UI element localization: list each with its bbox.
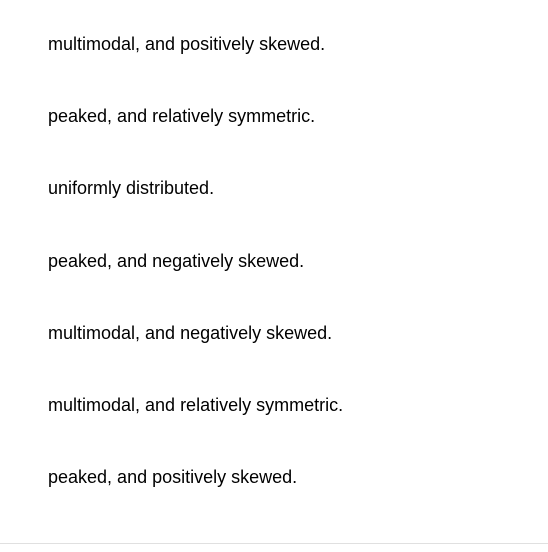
option-item[interactable]: peaked, and positively skewed. — [48, 465, 500, 490]
option-item[interactable]: peaked, and relatively symmetric. — [48, 104, 500, 129]
option-item[interactable]: uniformly distributed. — [48, 176, 500, 201]
option-item[interactable]: multimodal, and negatively skewed. — [48, 321, 500, 346]
divider-line — [0, 543, 548, 544]
option-item[interactable]: multimodal, and relatively symmetric. — [48, 393, 500, 418]
option-item[interactable]: peaked, and negatively skewed. — [48, 249, 500, 274]
option-item[interactable]: multimodal, and positively skewed. — [48, 32, 500, 57]
